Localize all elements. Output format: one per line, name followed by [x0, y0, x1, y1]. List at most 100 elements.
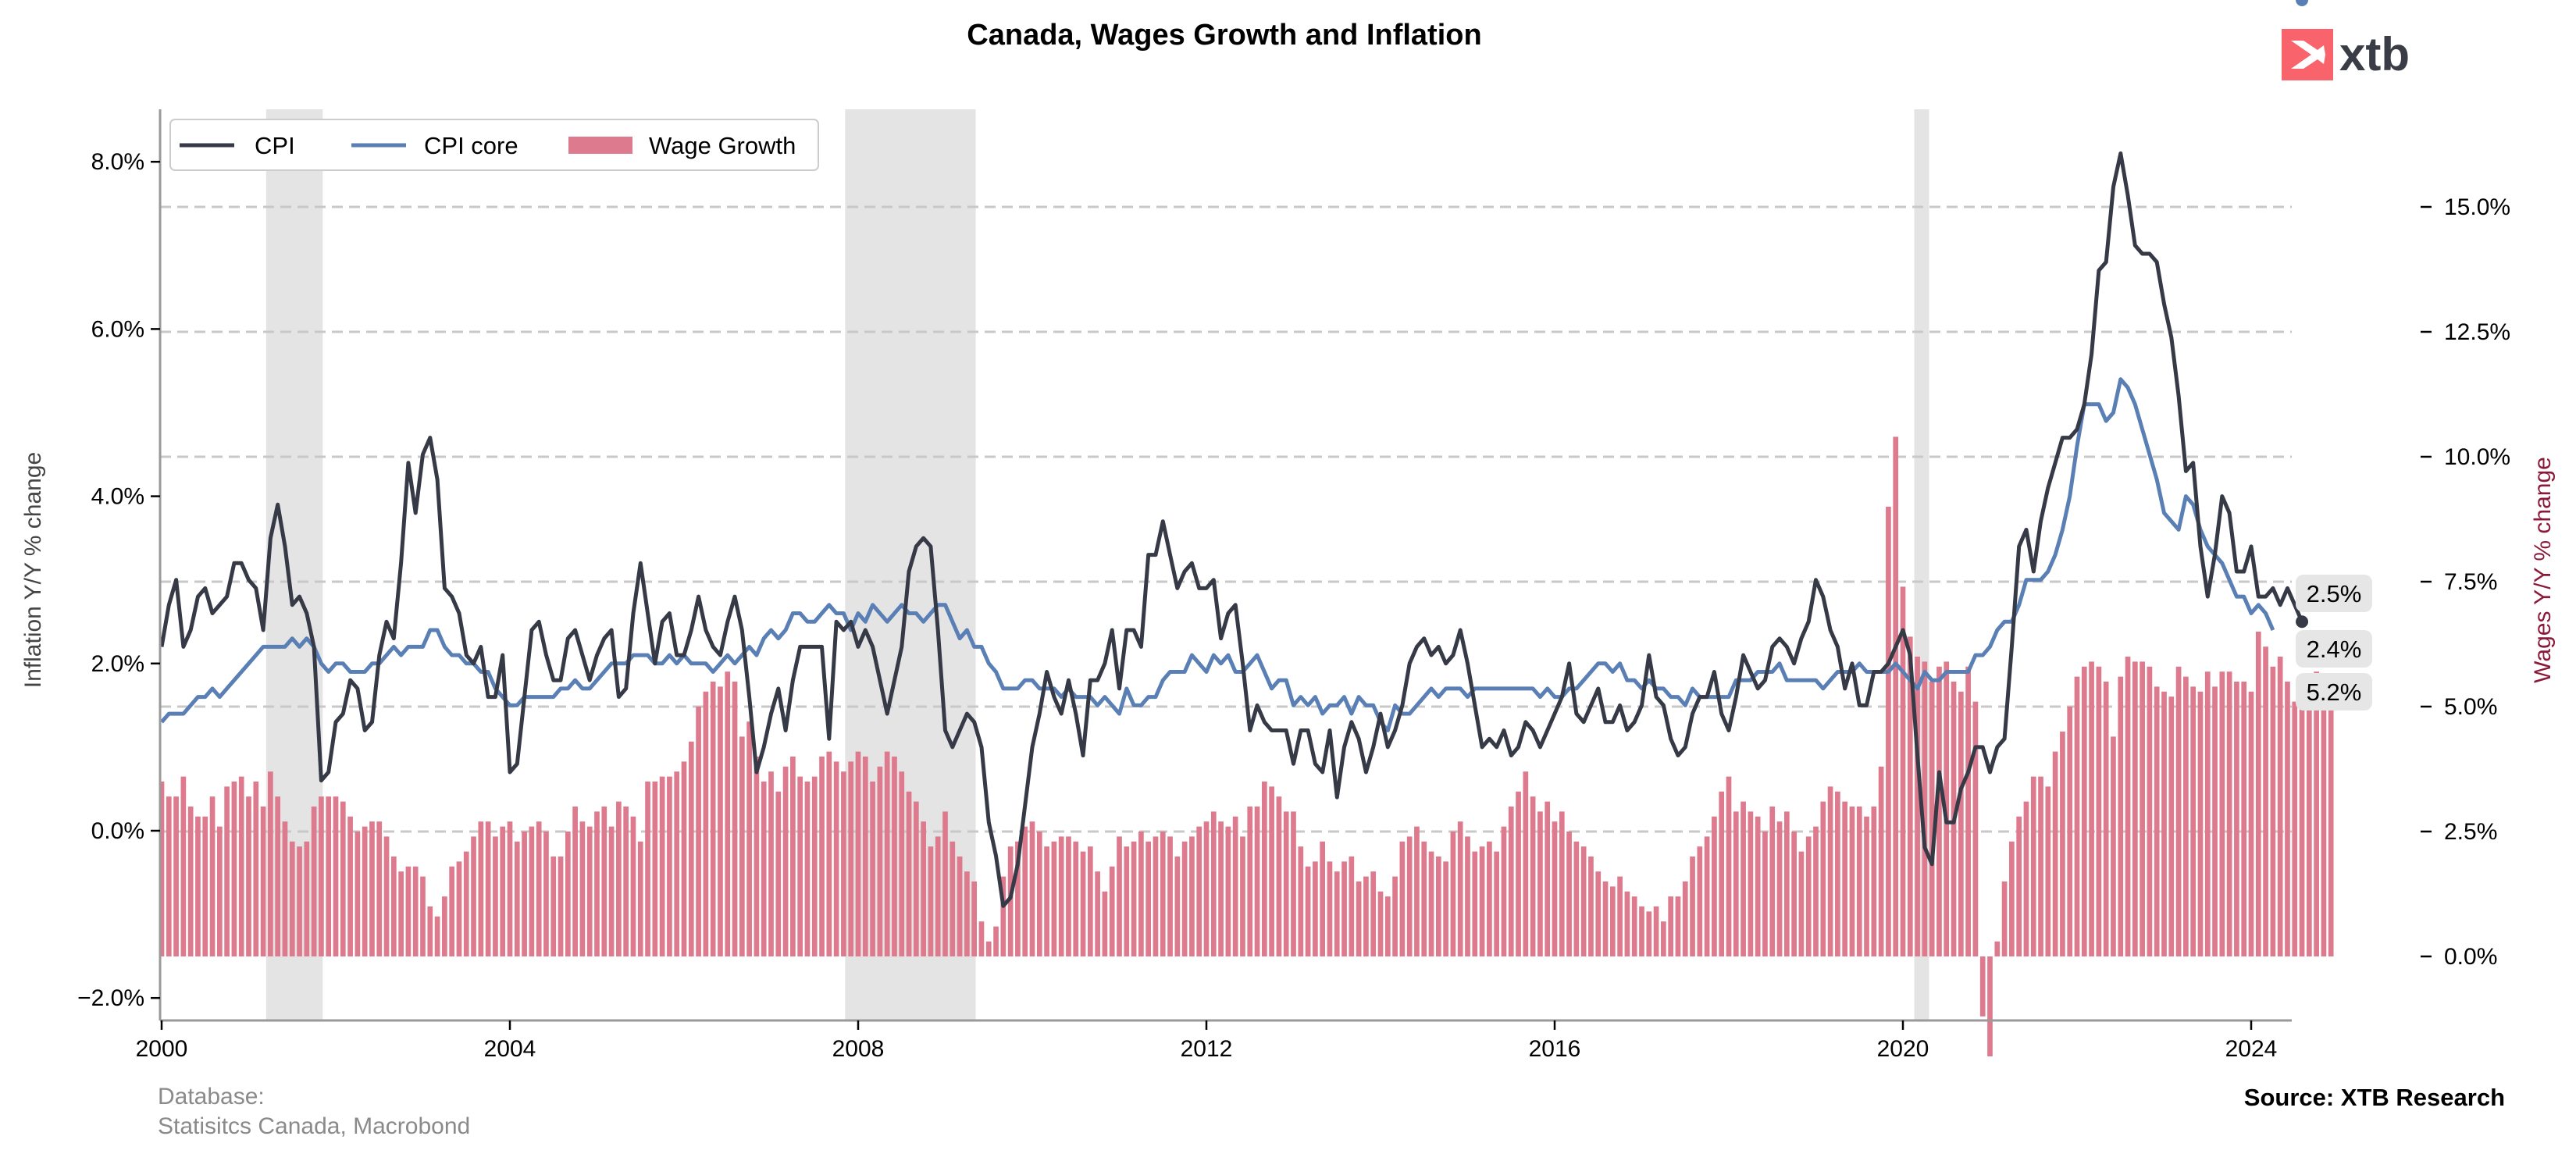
- wage-growth-callout-text: 5.2%: [2307, 678, 2362, 706]
- wage-growth-bar: [1776, 821, 1783, 956]
- wage-growth-bar: [1087, 846, 1093, 956]
- wage-growth-bar: [1661, 921, 1666, 956]
- wage-growth-bar: [1044, 846, 1049, 956]
- wage-growth-bar: [2314, 671, 2319, 956]
- wage-growth-bar: [1269, 786, 1274, 956]
- wage-growth-bar: [209, 796, 216, 956]
- wage-growth-bar: [275, 796, 281, 956]
- wage-growth-bar: [1153, 836, 1159, 956]
- y-tick-label-left: 0.0%: [91, 818, 144, 844]
- legend-label-cpi: CPI: [255, 132, 295, 159]
- wage-growth-bar: [1240, 836, 1245, 956]
- wage-growth-bar: [1624, 891, 1630, 956]
- wage-growth-bar: [964, 871, 970, 956]
- x-tick-label: 2008: [832, 1036, 885, 1062]
- wage-growth-bar: [1573, 841, 1580, 956]
- wage-growth-bar: [1210, 811, 1217, 956]
- wage-growth-bar: [2140, 661, 2145, 956]
- wage-growth-bar: [2016, 816, 2022, 956]
- wage-growth-bar: [1472, 851, 1478, 956]
- wage-growth-bar: [768, 771, 774, 956]
- wage-growth-bar: [1936, 666, 1942, 956]
- wage-growth-bar: [1399, 841, 1406, 956]
- wage-growth-bar: [659, 776, 665, 956]
- cpi-core-value-callout: 2.4%: [2296, 630, 2372, 668]
- wage-growth-bar: [1196, 826, 1202, 956]
- cpi-line: [159, 151, 2304, 908]
- wage-growth-bar: [1276, 796, 1282, 956]
- wage-growth-bar: [1668, 896, 1674, 956]
- wage-growth-bar: [1827, 786, 1833, 956]
- wage-growth-bar: [1232, 816, 1238, 956]
- wage-growth-bar: [928, 846, 934, 956]
- wage-growth-bar: [1929, 682, 1935, 956]
- wage-growth-bar: [921, 821, 926, 956]
- wage-growth-bar: [1022, 826, 1028, 956]
- wage-growth-bar: [1704, 836, 1710, 956]
- wage-growth-bar: [1457, 821, 1463, 956]
- wage-growth-bar: [1719, 791, 1725, 956]
- wage-growth-bar: [390, 857, 397, 956]
- wage-growth-bar: [2125, 657, 2131, 956]
- wage-growth-bar: [1849, 807, 1855, 956]
- wage-growth-bar: [848, 761, 854, 956]
- wage-growth-bar: [1450, 832, 1456, 956]
- y-tick-label-right: 10.0%: [2444, 444, 2510, 470]
- wage-growth-bar: [775, 791, 782, 956]
- wage-growth-bar: [884, 751, 890, 956]
- wage-growth-bar: [405, 866, 412, 956]
- wage-growth-bar: [2328, 696, 2334, 956]
- wage-growth-bar: [1726, 776, 1732, 956]
- wage-growth-bar: [1566, 832, 1572, 956]
- wage-growth-bar: [362, 826, 368, 956]
- wage-growth-bar: [586, 826, 593, 956]
- x-tick-label: 2016: [1529, 1036, 1581, 1062]
- wage-growth-bar: [2234, 682, 2239, 956]
- wage-growth-bar: [1559, 811, 1565, 956]
- wage-growth-bar: [942, 811, 948, 956]
- wage-growth-bar: [913, 801, 919, 956]
- wage-growth-bar: [1791, 832, 1797, 956]
- wage-growth-bar: [1320, 841, 1326, 956]
- wage-growth-bar: [710, 682, 716, 956]
- wage-growth-bar: [289, 841, 295, 956]
- y-tick-label-left: 8.0%: [91, 149, 144, 175]
- wage-growth-bar: [2183, 676, 2189, 956]
- y-tick-label-right: 0.0%: [2444, 944, 2497, 970]
- wage-growth-bar: [1181, 841, 1188, 956]
- wage-growth-bar: [253, 782, 259, 956]
- wage-growth-bar: [1580, 846, 1587, 956]
- wage-growth-bar: [1552, 821, 1558, 956]
- wage-growth-bar: [608, 826, 615, 956]
- wage-growth-bar: [1783, 811, 1790, 956]
- wage-growth-bar: [260, 807, 266, 956]
- wage-growth-bar: [804, 782, 811, 956]
- wage-growth-bar: [811, 776, 818, 956]
- wage-growth-bar: [725, 671, 731, 956]
- cpi-callout-box: [2296, 575, 2372, 612]
- wage-growth-bar: [754, 757, 760, 956]
- wage-growth-bar: [985, 941, 992, 956]
- wage-growth-bar: [238, 776, 244, 956]
- x-tick-label: 2024: [2225, 1036, 2278, 1062]
- xtb-x-logo-glyph: [2291, 41, 2325, 69]
- wage-growth-bar: [543, 832, 549, 956]
- wage-growth-bar: [2285, 682, 2290, 956]
- wage-growth-bar: [195, 816, 201, 956]
- wage-growth-bar: [993, 926, 999, 956]
- wage-growth-bar: [2001, 881, 2008, 956]
- wage-growth-bar: [862, 757, 868, 956]
- wage-growth-bar: [2111, 736, 2116, 956]
- wage-growth-bar: [906, 791, 912, 956]
- wage-growth-bar: [412, 866, 419, 956]
- wage-growth-bar: [2038, 776, 2043, 956]
- wage-growth-bar: [1856, 807, 1862, 956]
- legend-swatch-wage-growth: [568, 137, 632, 154]
- wage-growth-bar: [877, 766, 883, 956]
- wage-growth-bar: [355, 832, 361, 956]
- cpi-core-end-marker: [2296, 0, 2309, 6]
- wage-growth-bar: [1487, 841, 1492, 956]
- wage-growth-callout-box: [2296, 673, 2372, 710]
- wage-growth-bar: [688, 741, 694, 956]
